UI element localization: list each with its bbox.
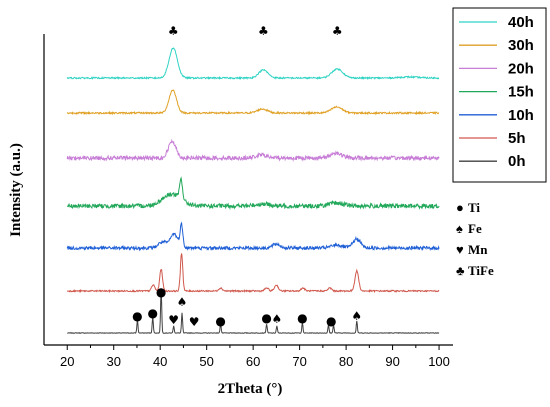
series-line [66,138,440,162]
phase-symbol: ♥ [456,242,464,257]
x-tick-label: 100 [428,354,450,369]
legend-label: 0h [508,153,526,170]
x-tick-label: 60 [246,354,260,369]
peak-marker: ● [215,314,225,328]
x-tick-label: 70 [292,354,306,369]
peak-marker-group: ♣ ♣ ♣● ●●♥♠♥ ● ● ♠ ● ● ♠ [132,24,362,329]
x-tick-label: 50 [199,354,213,369]
legend-items: 40h 30h 20h 15h 10h 5h 0h [459,14,534,170]
series-legend: 40h 30h 20h 15h 10h 5h 0h [452,7,547,183]
peak-marker: ♥ [189,315,200,329]
y-axis-title: Intensity (a.u.) [8,143,24,237]
phase-name: Mn [468,242,488,257]
x-ticks: 20 30 40 50 60 70 80 90 100 [60,345,450,369]
peak-marker: ♣ [258,24,269,38]
peak-marker: ♠ [177,295,188,309]
peak-marker: ♣ [332,24,343,38]
x-tick-label: 80 [339,354,353,369]
legend-label: 5h [508,130,526,147]
peak-marker: ♣ [168,24,179,38]
legend-box [452,7,547,183]
phase-name: TiFe [468,263,494,278]
phase-legend: ● Ti ♠ Fe ♥ Mn♣ TiFe [456,200,494,278]
phase-name: Ti [468,200,480,215]
legend-label: 30h [508,37,534,54]
phase-name: Fe [468,221,482,236]
x-tick-label: 40 [153,354,167,369]
phase-symbol: ♣ [456,263,465,278]
x-tick-label: 20 [60,354,74,369]
peak-marker: ● [326,314,336,328]
peak-marker: ● [156,285,166,299]
series-line [67,176,440,211]
peak-marker: ♠ [351,309,362,323]
series-line [67,288,440,334]
legend-label: 10h [508,107,534,124]
peak-marker: ● [261,311,271,325]
plot-area: ♣ ♣ ♣● ●●♥♠♥ ● ● ♠ ● ● ♠ 20 30 40 50 60 70 80 90 100 [43,24,453,369]
peak-marker: ● [132,309,142,323]
series-line [66,47,440,81]
legend-label: 15h [508,84,534,101]
phase-symbol: ♠ [456,221,463,236]
peak-marker: ● [297,311,307,325]
peak-marker: ● [148,306,158,320]
series-line [66,221,440,252]
series-line [66,253,440,294]
phase-symbol: ● [456,200,464,215]
legend-label: 40h [508,14,534,31]
x-tick-label: 30 [106,354,120,369]
peak-marker: ♠ [271,312,282,326]
series-line [66,89,440,116]
legend-label: 20h [508,60,534,77]
series-group [66,47,440,334]
peak-marker: ♥ [168,313,179,327]
x-axis-title: 2Theta (°) [218,381,283,397]
x-tick-label: 90 [385,354,399,369]
